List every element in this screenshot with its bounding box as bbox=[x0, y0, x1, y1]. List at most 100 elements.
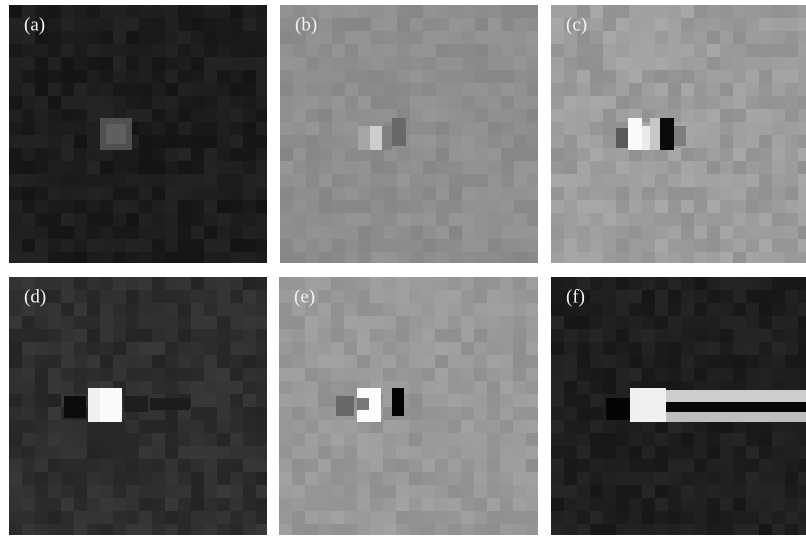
pixel bbox=[35, 44, 49, 58]
pixel bbox=[139, 57, 153, 71]
pixel bbox=[152, 252, 166, 266]
pixel bbox=[48, 109, 62, 123]
pixel bbox=[256, 148, 270, 162]
pixel bbox=[707, 187, 721, 201]
pixel bbox=[61, 355, 75, 369]
pixel bbox=[113, 44, 127, 58]
pixel bbox=[577, 239, 591, 253]
pixel bbox=[629, 96, 643, 110]
pixel bbox=[746, 239, 760, 253]
pixel bbox=[616, 342, 630, 356]
pixel bbox=[319, 148, 333, 162]
pixel bbox=[449, 44, 463, 58]
pixel bbox=[305, 420, 319, 434]
pixel bbox=[126, 303, 140, 317]
pixel bbox=[204, 252, 218, 266]
pixel bbox=[514, 31, 528, 45]
pixel bbox=[707, 96, 721, 110]
pixel bbox=[655, 5, 669, 19]
pixel bbox=[668, 70, 682, 84]
pixel bbox=[733, 57, 747, 71]
pixel bbox=[526, 290, 540, 304]
pixel bbox=[616, 96, 630, 110]
pixel bbox=[191, 472, 205, 486]
pixel bbox=[87, 148, 101, 162]
pixel bbox=[384, 96, 398, 110]
pixel bbox=[22, 213, 36, 227]
pixel bbox=[681, 446, 695, 460]
pixel bbox=[564, 213, 578, 227]
pixel bbox=[383, 524, 397, 538]
pixel bbox=[759, 329, 773, 343]
pixel bbox=[87, 368, 101, 382]
pixel bbox=[357, 459, 371, 473]
pixel bbox=[461, 355, 475, 369]
pixel bbox=[746, 161, 760, 175]
pixel bbox=[694, 200, 708, 214]
pixel bbox=[332, 109, 346, 123]
pixel bbox=[318, 342, 332, 356]
pixel bbox=[448, 511, 462, 525]
pixel bbox=[577, 446, 591, 460]
pixel bbox=[318, 485, 332, 499]
pixel bbox=[331, 498, 345, 512]
pixel bbox=[707, 433, 721, 447]
pixel bbox=[514, 44, 528, 58]
pixel bbox=[514, 200, 528, 214]
pixel bbox=[74, 226, 88, 240]
pixel bbox=[87, 5, 101, 19]
pixel bbox=[344, 446, 358, 460]
pixel bbox=[616, 252, 630, 266]
pixel bbox=[9, 200, 23, 214]
pixel bbox=[48, 303, 62, 317]
pixel bbox=[577, 368, 591, 382]
pixel bbox=[513, 433, 527, 447]
pixel bbox=[371, 5, 385, 19]
pixel bbox=[87, 355, 101, 369]
pixel bbox=[61, 420, 75, 434]
pixel bbox=[526, 303, 540, 317]
pixel bbox=[785, 252, 799, 266]
pixel bbox=[746, 355, 760, 369]
pixel bbox=[603, 44, 617, 58]
pixel bbox=[668, 239, 682, 253]
pixel bbox=[449, 31, 463, 45]
pixel bbox=[590, 226, 604, 240]
pixel bbox=[358, 252, 372, 266]
pixel bbox=[305, 472, 319, 486]
panel-label: (b) bbox=[295, 14, 317, 35]
pixel bbox=[551, 122, 565, 136]
pixel bbox=[435, 342, 449, 356]
pixel bbox=[681, 57, 695, 71]
pixel bbox=[345, 83, 359, 97]
pixel bbox=[152, 329, 166, 343]
pixel bbox=[217, 446, 231, 460]
pixel bbox=[772, 239, 786, 253]
pixel bbox=[332, 187, 346, 201]
pixel bbox=[306, 44, 320, 58]
pixel bbox=[280, 148, 294, 162]
pixel bbox=[501, 31, 515, 45]
pixel bbox=[603, 57, 617, 71]
pixel bbox=[9, 472, 23, 486]
pixel bbox=[798, 70, 806, 84]
pixel bbox=[22, 524, 36, 538]
pixel bbox=[165, 252, 179, 266]
pixel bbox=[798, 18, 806, 32]
pixel bbox=[279, 446, 293, 460]
pixel bbox=[681, 44, 695, 58]
pixel bbox=[126, 524, 140, 538]
pixel bbox=[500, 368, 514, 382]
pixel bbox=[204, 420, 218, 434]
pixel bbox=[500, 524, 514, 538]
pixel bbox=[139, 368, 153, 382]
pixel bbox=[318, 303, 332, 317]
pixel bbox=[256, 472, 270, 486]
pixel bbox=[306, 83, 320, 97]
pixel bbox=[423, 161, 437, 175]
pixel bbox=[61, 485, 75, 499]
pixel bbox=[501, 174, 515, 188]
pixel bbox=[681, 342, 695, 356]
pixel bbox=[707, 355, 721, 369]
pixel bbox=[100, 498, 114, 512]
